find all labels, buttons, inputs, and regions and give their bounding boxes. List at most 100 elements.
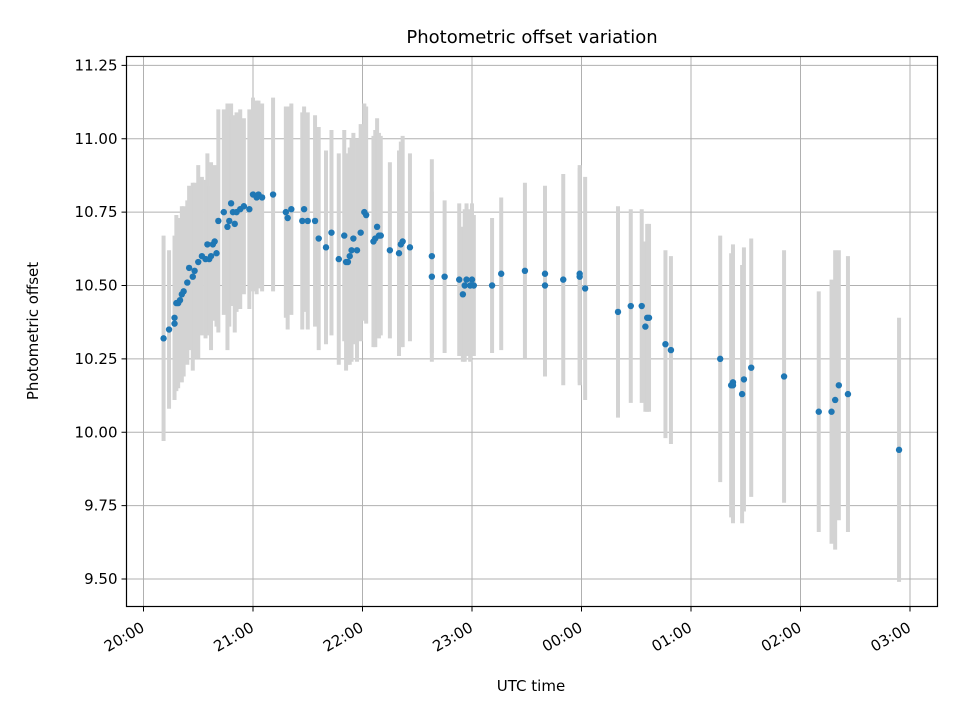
data-point <box>456 276 463 283</box>
y-tick-label: 11.00 <box>75 130 118 148</box>
data-point <box>488 282 496 289</box>
data-point <box>282 208 290 216</box>
data-point <box>441 273 448 280</box>
data-point <box>463 276 470 283</box>
data-point <box>740 376 748 383</box>
data-point <box>350 235 357 242</box>
data-points <box>160 191 903 454</box>
y-tick-label: 10.50 <box>75 277 118 295</box>
data-point <box>207 252 215 260</box>
y-tick-label: 9.50 <box>84 570 117 588</box>
data-point <box>180 288 187 295</box>
data-point <box>328 229 335 236</box>
data-point <box>627 302 634 310</box>
y-axis: 9.50 9.75 10.00 10.25 10.50 10.75 11.00 11.25 <box>75 56 127 588</box>
y-tick-label: 11.25 <box>75 56 118 74</box>
data-point <box>406 244 414 251</box>
data-point <box>815 408 822 415</box>
data-point <box>662 341 669 348</box>
data-point <box>213 250 220 257</box>
y-tick-label: 10.75 <box>75 203 118 221</box>
data-point <box>738 390 746 398</box>
data-point <box>224 223 231 230</box>
data-point <box>780 373 788 380</box>
data-point <box>828 408 835 415</box>
data-point <box>211 238 218 245</box>
data-point <box>729 382 737 389</box>
data-point <box>348 247 355 254</box>
data-point <box>521 267 529 275</box>
y-tick-label: 9.75 <box>84 497 117 515</box>
data-point <box>576 273 583 280</box>
data-point <box>304 217 311 225</box>
data-point <box>315 235 322 242</box>
data-point <box>642 323 649 330</box>
data-point <box>541 270 549 277</box>
data-point <box>284 214 291 222</box>
data-point <box>227 200 235 207</box>
data-point <box>226 217 233 225</box>
data-point <box>498 270 505 277</box>
data-point <box>204 241 211 248</box>
data-point <box>470 282 478 289</box>
data-point <box>560 276 567 283</box>
data-point <box>844 390 852 398</box>
data-point <box>357 229 364 236</box>
data-point <box>160 335 167 342</box>
data-point <box>541 282 549 289</box>
data-point <box>258 194 266 201</box>
data-point <box>645 314 653 321</box>
data-point <box>831 396 839 404</box>
data-point <box>459 291 467 298</box>
data-point <box>322 244 330 251</box>
data-point <box>353 247 361 254</box>
data-point <box>288 205 295 213</box>
data-point <box>835 382 843 389</box>
data-point <box>362 211 370 219</box>
data-point <box>195 258 202 266</box>
x-axis-label: UTC time <box>497 677 565 695</box>
data-point <box>189 273 196 280</box>
data-point <box>399 238 406 245</box>
data-point <box>373 223 381 230</box>
data-point <box>184 279 191 286</box>
data-point <box>335 255 342 263</box>
data-point <box>300 205 308 213</box>
data-point <box>299 217 306 225</box>
data-point <box>638 302 645 310</box>
y-tick-label: 10.00 <box>75 423 118 441</box>
y-tick-label: 10.25 <box>75 350 118 368</box>
data-point <box>344 258 352 266</box>
data-point <box>176 296 184 304</box>
data-point <box>428 252 436 260</box>
data-point <box>428 273 436 280</box>
data-point <box>667 346 675 354</box>
data-point <box>171 320 178 327</box>
data-point <box>341 232 348 239</box>
data-point <box>185 264 193 272</box>
data-point <box>165 326 173 333</box>
data-point <box>386 247 394 254</box>
data-point <box>191 267 198 275</box>
data-point <box>377 232 384 239</box>
data-point <box>895 446 903 454</box>
data-point <box>468 276 476 283</box>
data-point <box>215 217 222 225</box>
data-point <box>220 208 227 216</box>
data-point <box>748 364 755 371</box>
data-point <box>461 282 468 289</box>
data-point <box>269 191 277 198</box>
data-point <box>311 217 319 225</box>
data-point <box>395 250 403 257</box>
data-point <box>171 314 178 321</box>
data-point <box>581 285 589 292</box>
data-point <box>717 355 724 363</box>
data-point <box>231 220 238 228</box>
data-point <box>246 205 253 213</box>
data-point <box>614 308 622 316</box>
data-point <box>346 252 353 260</box>
y-axis-label: Photometric offset <box>24 262 42 400</box>
chart-title: Photometric offset variation <box>406 27 657 48</box>
data-point <box>240 203 248 210</box>
